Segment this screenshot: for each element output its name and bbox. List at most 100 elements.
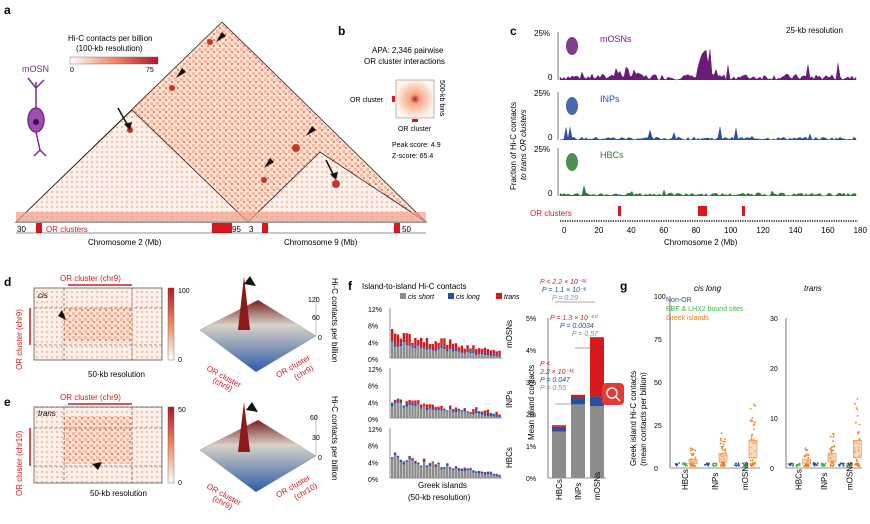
- g-point: [721, 463, 724, 466]
- f-bar-trans: [469, 412, 472, 413]
- f-bar-cis-short: [483, 355, 487, 358]
- f-row-tick: 0%: [368, 417, 378, 424]
- f-bar-cis-long: [475, 471, 478, 474]
- g-point: [743, 464, 746, 467]
- f-bar-cis-short: [466, 352, 469, 358]
- f-row-tick: 0%: [368, 357, 378, 364]
- f-bar-cis-short: [446, 465, 449, 478]
- f-bar-cis-short: [446, 351, 449, 358]
- f-bar-trans: [431, 344, 434, 350]
- f-bar-cis-short: [454, 350, 458, 358]
- f-bar-cis-long: [486, 413, 490, 416]
- f-bar-cis-short: [460, 353, 463, 358]
- g-point: [856, 408, 859, 411]
- c-y-title-1: Fraction of Hi-C contacts: [509, 102, 518, 190]
- f-bar-trans: [402, 333, 405, 340]
- f-bar-cis-short: [431, 350, 434, 358]
- track-bottom-tick: 0: [548, 73, 553, 82]
- g-point: [829, 447, 832, 450]
- f-bar-cis-short: [475, 413, 478, 418]
- cell-icon: [566, 37, 578, 55]
- g-point: [749, 407, 752, 410]
- chr2-end: 95: [232, 225, 241, 234]
- f-bar-trans: [434, 464, 437, 465]
- g-point: [816, 462, 819, 465]
- f-bar-cis-long: [405, 343, 408, 346]
- f-bar-cis-short: [399, 403, 403, 418]
- f-bar-trans: [460, 345, 463, 353]
- panel-label-e: e: [4, 395, 11, 409]
- g-legend-label: Non-OR: [666, 297, 692, 304]
- f-bar-cis-long: [399, 343, 403, 347]
- diagonal-band: [16, 212, 426, 222]
- f-bar-cis-long: [451, 349, 455, 352]
- g-point: [846, 463, 849, 465]
- f-bar-trans: [478, 470, 481, 472]
- f-bar-cis-short: [460, 470, 463, 478]
- g-point: [749, 459, 752, 462]
- f-bar-cis-long: [492, 353, 495, 357]
- g-point: [832, 463, 835, 465]
- f-bar-cis-long: [434, 409, 437, 411]
- f-bar-cis-short: [469, 414, 472, 418]
- track-bottom-tick: 0: [548, 189, 553, 198]
- g-point: [678, 462, 681, 464]
- nucleus-icon: [33, 119, 39, 125]
- f-bar-trans: [391, 402, 394, 404]
- f-bar-cis-short: [425, 467, 429, 478]
- g-point: [750, 437, 753, 440]
- d-colorbar: [167, 287, 175, 361]
- f-bar-trans: [420, 404, 423, 408]
- g-point: [753, 463, 755, 465]
- g-point: [823, 463, 826, 466]
- magnifier-button[interactable]: [602, 383, 624, 405]
- g-point: [856, 464, 859, 467]
- d-cbar-max: 100: [178, 288, 190, 295]
- g-point: [741, 462, 744, 465]
- legend-swatch: [400, 293, 406, 299]
- g-point: [839, 463, 841, 466]
- f-bar-trans: [440, 338, 443, 346]
- f-bar-cis-short: [489, 416, 492, 418]
- f-bar-cis-long: [420, 466, 423, 468]
- f-bar-cis-long: [483, 352, 487, 356]
- f-bar-category: mOSNs: [593, 472, 602, 500]
- d-side-label: OR cluster (chr9): [15, 309, 24, 370]
- g-box: [718, 453, 728, 463]
- f-bar-cis-long: [483, 473, 487, 475]
- f-bar-cis-long: [469, 352, 472, 354]
- c-x-tick: 180: [854, 226, 868, 235]
- panel-label-d: d: [4, 275, 11, 289]
- f-bar-cis-long: [408, 344, 411, 346]
- g-point: [829, 463, 832, 466]
- stacked-bar-segment: [552, 425, 566, 427]
- e-tag: trans: [38, 409, 56, 418]
- g-point: [749, 462, 752, 465]
- cell-label-mosn: mOSN: [22, 64, 49, 74]
- f-bar-cis-long: [460, 410, 463, 412]
- f-bar-cis-short: [391, 458, 394, 478]
- g-point: [842, 463, 845, 466]
- f-bar-cis-short: [446, 411, 449, 418]
- f-bar-y-tick: 0%: [526, 476, 536, 483]
- f-bar-cis-long: [446, 349, 449, 352]
- f-bar-trans: [472, 345, 475, 351]
- f-bar-cis-long: [434, 464, 437, 468]
- panel-e: e OR cluster (chr9) trans OR cluster (ch…: [4, 393, 339, 512]
- f-bar-trans: [466, 345, 469, 350]
- p-value: P = 0.29: [552, 295, 578, 302]
- f-bar-cis-long: [451, 410, 455, 413]
- g-point: [724, 451, 727, 453]
- f-bar-cis-long: [405, 460, 408, 462]
- track-signal: [559, 185, 857, 197]
- f-bar-cis-short: [399, 346, 403, 358]
- g-category: mOSNs: [741, 462, 750, 490]
- f-bar-cis-long: [495, 474, 498, 477]
- g-point: [805, 453, 808, 456]
- f-bar-cis-short: [443, 468, 446, 478]
- f-bar-cis-long: [391, 339, 394, 342]
- d-tag: cis: [38, 291, 48, 300]
- g-point: [751, 417, 754, 420]
- f-row-tick: 12%: [368, 427, 382, 434]
